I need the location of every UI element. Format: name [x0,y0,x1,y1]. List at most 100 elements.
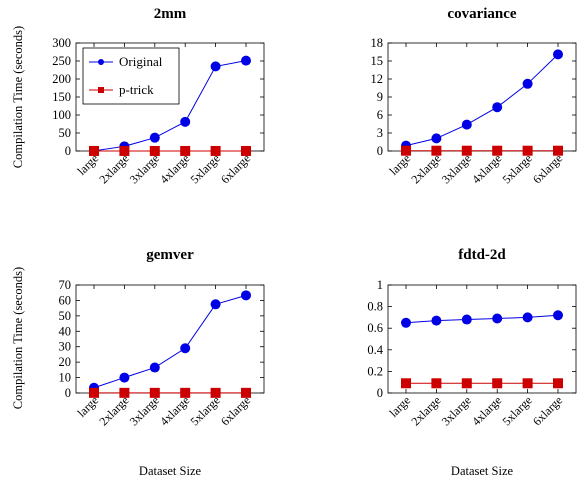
data-point-p-trick [119,387,130,398]
data-point-original [553,49,563,60]
data-point-original [241,290,251,301]
data-point-p-trick [119,145,130,156]
series-line-original [93,60,247,152]
data-point-p-trick [89,387,99,398]
data-point-p-trick [553,378,563,389]
data-point-p-trick [180,145,191,156]
y-tick-label: 9 [377,90,383,104]
y-tick-label: 0 [65,144,71,158]
data-point-p-trick [401,145,411,156]
chart-3: fdtd-2d 0 0.2 0.4 0.6 0.8 1 large2xlarge3xlarge… [367,247,577,428]
y-tick-label: 3 [377,126,383,140]
data-point-p-trick [492,145,503,156]
data-point-p-trick [89,145,99,156]
data-point-p-trick [461,378,472,389]
data-point-p-trick [522,378,533,389]
series-line-original [93,294,247,389]
x-tick-label: 5xlarge [500,393,535,428]
data-point-original [210,61,221,72]
x-tick-label: 2xlarge [96,393,131,428]
chart-title: gemver [146,247,194,263]
y-tick-label: 6 [377,108,383,122]
x-axis-label-left: Dataset Size [139,464,202,478]
x-tick-label: 4xlarge [469,393,504,428]
y-tick-label: 300 [52,36,71,50]
x-tick-label: 6xlarge [218,151,253,186]
legend: Original p-trick [82,47,180,105]
y-tick-label: 0 [377,386,383,400]
y-tick-label: 40 [59,324,72,338]
data-point-original [401,317,411,328]
chart-title: fdtd-2d [458,247,506,263]
data-point-p-trick [553,145,563,156]
legend-label: Original [119,54,163,69]
data-point-p-trick [401,378,411,389]
series-line-original [405,54,559,147]
data-point-original [461,314,472,325]
data-point-p-trick [431,378,442,389]
data-point-original [210,299,221,310]
chart-1: covariance0369121518large2xlarge3xlarge4… [371,6,577,186]
y-tick-label: 30 [59,340,72,354]
x-tick-label: 2xlarge [408,393,443,428]
chart-title: 2mm [154,6,187,22]
x-tick-label: 5xlarge [188,393,223,428]
y-tick-label: 12 [371,72,384,86]
data-point-original [431,315,442,326]
y-tick-label: 0.4 [367,343,383,357]
y-tick-label: 0 [65,386,71,400]
data-point-p-trick [180,387,191,398]
data-point-original [431,133,442,144]
y-axis-label-top: Compilation Time (seconds) [11,26,25,168]
legend-marker-original [98,59,104,65]
data-point-p-trick [241,145,251,156]
data-point-original [149,362,160,373]
x-tick-label: 4xlarge [469,151,504,186]
y-tick-label: 60 [59,293,72,307]
data-point-original [553,310,563,321]
y-tick-label: 0.6 [367,321,383,335]
data-point-original [461,119,472,130]
y-tick-label: 10 [59,371,72,385]
y-tick-label: 150 [52,90,71,104]
x-axis-label-right: Dataset Size [451,464,514,478]
x-tick-label: 3xlarge [127,393,162,428]
data-point-original [119,372,130,383]
y-tick-label: 0.2 [367,364,383,378]
x-tick-label: 4xlarge [157,393,192,428]
y-tick-label: 18 [371,36,384,50]
y-tick-label: 250 [52,54,71,68]
chart-2: gemver010203040506070large2xlarge3xlarge… [59,247,265,428]
data-point-p-trick [461,145,472,156]
data-point-p-trick [241,387,251,398]
x-tick-label: 2xlarge [408,151,443,186]
data-point-original [492,313,503,324]
data-point-p-trick [149,145,160,156]
data-point-p-trick [492,378,503,389]
x-tick-label: 6xlarge [530,151,565,186]
axes-frame [387,284,577,394]
y-tick-label: 50 [59,309,72,323]
x-tick-label: 3xlarge [127,151,162,186]
y-tick-label: 20 [59,355,72,369]
data-point-original [180,343,191,354]
y-tick-label: 1 [377,278,383,292]
data-point-original [522,312,533,323]
axes-frame [387,42,577,152]
data-point-p-trick [149,387,160,398]
x-tick-label: 5xlarge [188,151,223,186]
series-line-original [405,314,559,324]
x-tick-label: 6xlarge [218,393,253,428]
x-tick-label: large [386,393,413,420]
data-point-p-trick [210,387,221,398]
data-point-p-trick [431,145,442,156]
x-tick-label: 3xlarge [439,151,474,186]
legend-marker-p-trick [98,87,104,93]
y-axis-label-bottom: Compilation Time (seconds) [11,267,25,409]
y-tick-label: 70 [59,278,72,292]
data-point-original [180,116,191,127]
y-tick-label: 100 [52,108,71,122]
x-tick-label: 5xlarge [500,151,535,186]
data-point-original [149,132,160,143]
